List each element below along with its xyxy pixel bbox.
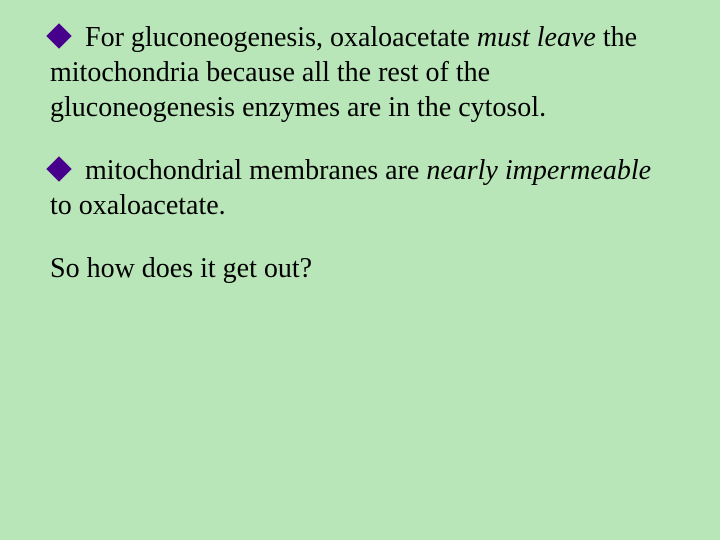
diamond-bullet-icon [46, 23, 71, 48]
diamond-bullet-icon [46, 156, 71, 181]
paragraph-1: For gluconeogenesis, oxaloacetate must l… [50, 20, 660, 125]
paragraph-2: mitochondrial membranes are nearly imper… [50, 153, 660, 223]
p2-run1: nearly impermeable [426, 155, 651, 186]
p1-run0: For gluconeogenesis, oxaloacetate [78, 22, 477, 53]
slide-body: For gluconeogenesis, oxaloacetate must l… [0, 0, 720, 540]
p2-run2: to oxaloacetate. [50, 190, 226, 221]
p2-run0: mitochondrial membranes are [78, 155, 426, 186]
p1-run1: must leave [477, 22, 596, 53]
p3-run0: So how does it get out? [50, 253, 312, 284]
paragraph-3: So how does it get out? [50, 251, 660, 286]
